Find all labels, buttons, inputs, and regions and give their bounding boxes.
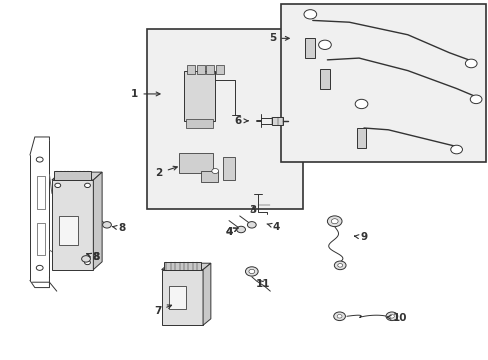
Circle shape (84, 260, 90, 265)
Circle shape (336, 315, 341, 318)
Circle shape (337, 264, 342, 267)
Text: 8: 8 (87, 252, 100, 262)
Polygon shape (52, 172, 102, 180)
Bar (356, 128, 366, 148)
Text: 9: 9 (354, 232, 367, 242)
Bar (37, 223, 44, 255)
Text: 7: 7 (154, 305, 171, 316)
Text: 1: 1 (131, 89, 160, 99)
Circle shape (36, 157, 43, 162)
Circle shape (236, 226, 245, 233)
Text: 4: 4 (266, 222, 279, 231)
Bar (52, 180, 93, 270)
Circle shape (81, 256, 90, 262)
Bar (161, 270, 203, 325)
Text: 3: 3 (249, 206, 256, 216)
Bar (216, 65, 224, 74)
Text: 11: 11 (255, 279, 270, 289)
Text: 10: 10 (386, 313, 407, 323)
Bar (281, 4, 485, 162)
Circle shape (385, 312, 397, 320)
Bar (183, 71, 215, 121)
Bar (163, 262, 200, 270)
Circle shape (248, 269, 254, 274)
Circle shape (84, 183, 90, 188)
Bar (272, 117, 283, 125)
Bar (222, 157, 234, 180)
Text: 8: 8 (87, 252, 100, 262)
Circle shape (333, 312, 345, 320)
Bar (54, 171, 91, 180)
Polygon shape (93, 172, 102, 270)
Circle shape (334, 261, 346, 270)
Circle shape (469, 95, 481, 104)
Bar (185, 119, 212, 128)
Bar (37, 176, 44, 209)
Bar (200, 171, 217, 182)
Bar (147, 30, 303, 209)
Polygon shape (161, 263, 210, 270)
Circle shape (245, 267, 258, 276)
Text: 6: 6 (234, 116, 247, 126)
Circle shape (304, 10, 316, 19)
Bar (196, 65, 204, 74)
Circle shape (36, 265, 43, 270)
Circle shape (55, 183, 61, 188)
Circle shape (102, 222, 111, 228)
Circle shape (465, 59, 476, 68)
Circle shape (450, 145, 462, 154)
Circle shape (330, 219, 337, 224)
Text: 4: 4 (225, 227, 238, 237)
Bar (320, 69, 329, 89)
Circle shape (388, 315, 393, 318)
Circle shape (318, 40, 330, 49)
Bar (206, 65, 214, 74)
Text: 4: 4 (225, 227, 238, 237)
Text: 2: 2 (155, 166, 177, 178)
Circle shape (247, 222, 256, 228)
Polygon shape (203, 263, 210, 325)
Bar (178, 153, 212, 173)
Bar (186, 65, 194, 74)
Bar (168, 286, 185, 309)
Circle shape (327, 216, 341, 226)
Circle shape (211, 168, 218, 174)
Circle shape (354, 99, 367, 109)
Bar (59, 216, 78, 244)
Bar (305, 39, 315, 58)
Text: 8: 8 (112, 224, 125, 233)
Text: 5: 5 (268, 33, 288, 43)
